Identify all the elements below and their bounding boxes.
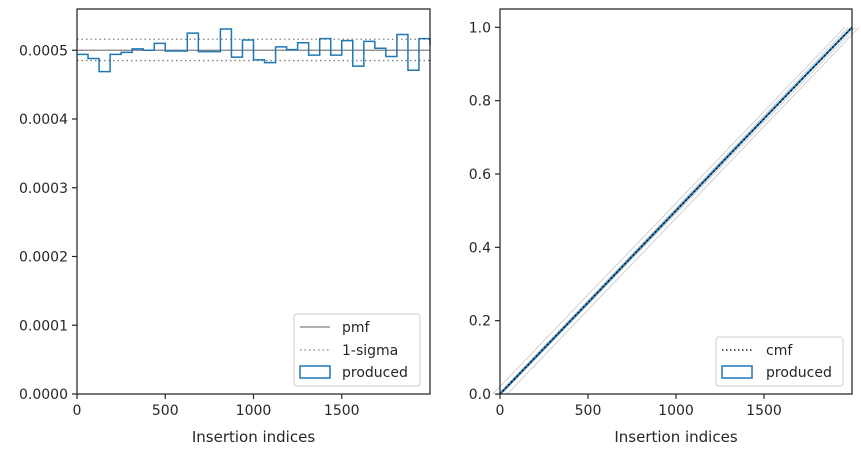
cmf-legend-swatch-produced [721, 365, 753, 379]
pmf-legend-label-produced: produced [342, 365, 408, 381]
pmf-y-tick-label: 0.0001 [19, 318, 68, 334]
pmf-panel: 0 500 1000 1500 0.0000 0.0001 0.0002 0.0003 0.00… [19, 8, 431, 446]
pmf-x-tick-label: 500 [152, 403, 179, 419]
cmf-legend-label-cmf: cmf [766, 343, 793, 359]
cmf-panel: 0 500 1000 1500 0.0 0.2 0.4 0.6 0.8 1.0 Insertion… [469, 8, 860, 446]
cmf-ticks: 0 500 1000 1500 0.0 0.2 0.4 0.6 0.8 1.0 [469, 20, 782, 419]
cmf-y-tick-label: 0.4 [469, 240, 491, 256]
cmf-band-line [492, 26, 846, 395]
cmf-x-axis-label: Insertion indices [614, 428, 737, 446]
pmf-x-tick-label: 1000 [236, 403, 272, 419]
cmf-legend-label-produced: produced [766, 365, 832, 381]
pmf-legend-swatch-produced [299, 365, 331, 379]
pmf-legend-label-pmf: pmf [342, 320, 371, 336]
pmf-legend-label-sigma: 1-sigma [342, 343, 398, 359]
cmf-x-tick-label: 500 [575, 403, 602, 419]
cmf-y-tick-label: 0.6 [469, 167, 491, 183]
pmf-ticks: 0 500 1000 1500 0.0000 0.0001 0.0002 0.0003 0.00… [19, 43, 360, 419]
cmf-legend-box [715, 336, 844, 387]
pmf-legend: pmf 1-sigma produced [293, 313, 421, 387]
pmf-x-tick-label: 0 [73, 403, 82, 419]
pmf-y-tick-label: 0.0005 [19, 43, 68, 59]
pmf-y-tick-label: 0.0004 [19, 112, 68, 128]
cmf-legend: cmf produced [715, 336, 844, 387]
cmf-x-tick-label: 1000 [658, 403, 694, 419]
pmf-legend-box [293, 313, 421, 387]
cmf-y-tick-label: 0.2 [469, 314, 491, 330]
cmf-reference-line [499, 26, 853, 395]
pmf-plot-area [77, 28, 431, 73]
cmf-x-tick-label: 1500 [746, 403, 782, 419]
pmf-y-tick-label: 0.0000 [19, 387, 68, 403]
pmf-y-tick-label: 0.0002 [19, 250, 68, 266]
pmf-y-tick-label: 0.0003 [19, 181, 68, 197]
cmf-y-tick-label: 0.0 [469, 387, 491, 403]
cmf-band-line [506, 26, 860, 395]
pmf-x-tick-label: 1500 [324, 403, 360, 419]
cmf-axes-frame [499, 8, 853, 395]
cmf-x-tick-label: 0 [496, 403, 505, 419]
pmf-x-axis-label: Insertion indices [192, 428, 315, 446]
cmf-y-tick-label: 1.0 [469, 20, 491, 36]
produced-histogram [77, 28, 431, 73]
cmf-plot-area [492, 26, 860, 397]
cmf-y-tick-label: 0.8 [469, 94, 491, 110]
cmf-band-line [496, 26, 849, 397]
